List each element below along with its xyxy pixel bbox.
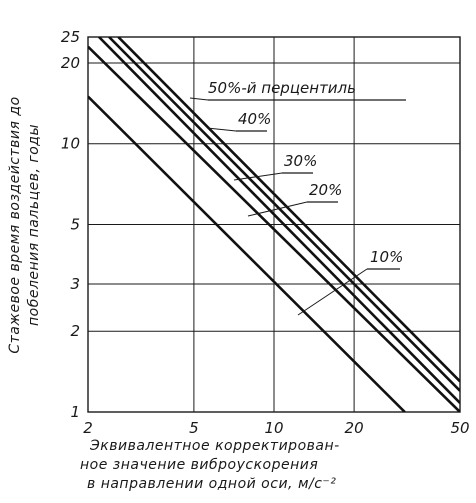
series-label-5: 10% — [370, 248, 403, 266]
series-leader-1 — [189, 97, 209, 101]
series-leader-2 — [206, 127, 237, 132]
series-leader-5 — [297, 268, 368, 316]
series-leader-4 — [247, 201, 308, 217]
x-axis-label-line-2: ное значение виброускорения — [80, 457, 318, 473]
x-axis-label-line-3: в направлении одной оси, м/с⁻² — [87, 476, 336, 492]
axis-title-layer: Эквивалентное корректирован-ное значение… — [7, 96, 340, 492]
series-label-2: 40% — [238, 110, 271, 128]
y-tick-label-2: 2 — [70, 322, 80, 340]
series-line-2 — [108, 37, 460, 392]
x-tick-label-10: 10 — [264, 419, 283, 437]
y-axis-label-line-1: Стажевое время воздействия до — [7, 96, 23, 353]
series-layer — [88, 37, 460, 412]
y-tick-label-10: 10 — [61, 135, 80, 153]
x-tick-label-2: 2 — [83, 419, 93, 437]
series-line-3 — [98, 37, 460, 404]
series-label-4: 20% — [309, 181, 342, 199]
x-tick-label-5: 5 — [189, 419, 199, 437]
series-label-3: 30% — [284, 152, 317, 170]
series-label-1: 50%-й перцентиль — [208, 79, 356, 97]
x-tick-label-50: 50 — [450, 419, 469, 437]
series-leader-3 — [233, 172, 283, 181]
series-line-4 — [88, 45, 460, 412]
y-tick-label-20: 20 — [61, 54, 80, 72]
annotation-layer: 50%-й перцентиль 40% 30% 20% 10% — [189, 79, 406, 316]
y-tick-label-25: 25 — [61, 28, 80, 46]
x-tick-label-20: 20 — [345, 419, 364, 437]
plot-frame — [87, 36, 461, 413]
series-line-1 — [117, 37, 460, 383]
y-tick-label-3: 3 — [70, 275, 80, 293]
y-tick-label-5: 5 — [70, 216, 80, 234]
x-axis-label-line-1: Эквивалентное корректирован- — [89, 438, 340, 454]
y-tick-label-1: 1 — [70, 403, 80, 421]
y-axis-label-line-2: побеления пальцев, годы — [26, 124, 42, 326]
series-line-5 — [88, 95, 406, 412]
